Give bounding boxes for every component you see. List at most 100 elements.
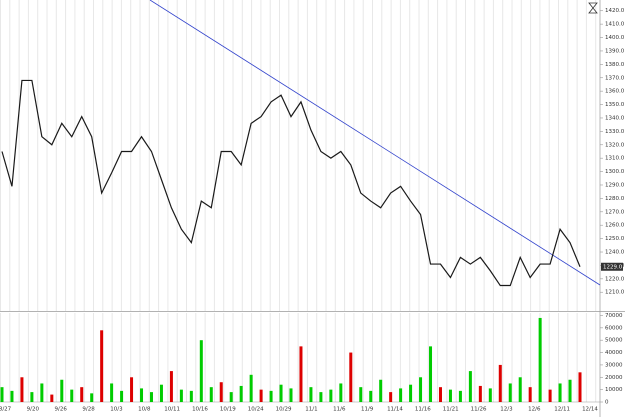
- volume-bar: [60, 379, 64, 402]
- volume-bar: [289, 388, 293, 402]
- menu-icon[interactable]: [588, 2, 598, 14]
- x-tick-label: 10/29: [276, 407, 292, 413]
- volume-bar: [399, 388, 403, 402]
- volume-bar: [409, 384, 413, 402]
- price-grid: [0, 0, 600, 311]
- x-tick-label: 11/9: [361, 407, 374, 413]
- y-tick-label: 1220.0: [605, 276, 625, 282]
- volume-bar: [359, 387, 363, 402]
- volume-bar: [279, 384, 283, 402]
- volume-bar: [189, 390, 193, 402]
- volume-bar: [488, 388, 492, 402]
- volume-bar: [349, 352, 353, 402]
- y-tick-label: 1300.0: [605, 169, 625, 175]
- x-tick-label: 10/24: [248, 407, 264, 413]
- x-tick-label: 11/21: [443, 407, 459, 413]
- y-tick-label: 1400.0: [605, 35, 625, 41]
- volume-bar: [140, 388, 144, 402]
- last-price-label: 1229.0: [603, 264, 623, 270]
- volume-bar: [100, 330, 104, 402]
- volume-bar: [219, 382, 223, 402]
- volume-bar: [548, 389, 552, 402]
- volume-bar: [568, 379, 572, 402]
- y-tick-label: 1250.0: [605, 236, 625, 242]
- x-tick-label: 9/26: [55, 407, 68, 413]
- y-tick-label: 1210.0: [605, 290, 625, 296]
- volume-bar: [10, 390, 14, 402]
- x-tick-label: 10/16: [192, 407, 208, 413]
- x-tick-label: 12/3: [500, 407, 513, 413]
- y-tick-label: 1360.0: [605, 89, 625, 95]
- y-tick-label: 1350.0: [605, 102, 625, 108]
- x-tick-label: 11/1: [305, 407, 317, 413]
- y-tick-label: 1420.0: [605, 8, 625, 14]
- volume-bar: [229, 392, 233, 402]
- x-tick-label: 12/6: [528, 407, 541, 413]
- y-tick-label: 1280.0: [605, 196, 625, 202]
- x-tick-label: 11/16: [415, 407, 431, 413]
- volume-bar: [578, 372, 582, 402]
- volume-bar: [40, 383, 44, 402]
- volume-bar: [130, 377, 134, 402]
- volume-bar: [239, 385, 243, 402]
- y-tick-label: 1410.0: [605, 22, 625, 28]
- x-tick-label: 11/6: [333, 407, 346, 413]
- volume-bar: [20, 377, 24, 402]
- volume-bar: [110, 383, 114, 402]
- x-tick-label: 10/11: [164, 407, 180, 413]
- volume-bar: [528, 387, 532, 402]
- x-tick-label: 9/20: [27, 407, 40, 413]
- volume-bar: [299, 346, 303, 402]
- volume-bar: [429, 346, 433, 402]
- volume-bar: [538, 317, 542, 402]
- volume-bar: [518, 377, 522, 402]
- y-tick-label: 1340.0: [605, 115, 625, 121]
- volume-bar: [70, 389, 74, 402]
- volume-bar: [50, 394, 54, 402]
- x-tick-label: 8/27: [0, 407, 12, 413]
- volume-bar: [159, 384, 163, 402]
- y-tick-label: 1310.0: [605, 156, 625, 162]
- volume-bar: [319, 392, 323, 402]
- trend-line: [149, 0, 601, 286]
- y-tick-label: 1330.0: [605, 129, 625, 135]
- volume-bar: [259, 389, 263, 402]
- volume-bar: [179, 389, 183, 402]
- last-price-box: [601, 262, 623, 271]
- y-tick-label: 1270.0: [605, 209, 625, 215]
- x-tick-label: 11/14: [387, 407, 403, 413]
- y-tick-label: 20000: [605, 375, 623, 381]
- volume-bar: [249, 374, 253, 402]
- y-tick-label: 1390.0: [605, 48, 625, 54]
- volume-bar: [339, 383, 343, 402]
- volume-bar: [0, 387, 4, 402]
- volume-bar: [169, 371, 173, 402]
- volume-bar: [269, 390, 273, 402]
- y-tick-label: 1260.0: [605, 223, 625, 229]
- x-tick-label: 9/28: [82, 407, 95, 413]
- volume-bar: [419, 377, 423, 402]
- y-tick-label: 40000: [605, 350, 623, 356]
- y-tick-label: 1320.0: [605, 142, 625, 148]
- volume-bar: [149, 392, 153, 402]
- y-tick-label: 1290.0: [605, 182, 625, 188]
- volume-bar: [199, 340, 203, 402]
- volume-bar: [80, 387, 84, 402]
- y-tick-label: 70000: [605, 313, 623, 319]
- y-tick-label: 0: [605, 400, 609, 406]
- volume-bar: [30, 392, 34, 402]
- volume-bar: [209, 387, 213, 402]
- volume-bar: [468, 371, 472, 402]
- y-tick-label: 1370.0: [605, 75, 625, 81]
- x-tick-label: 12/14: [582, 407, 598, 413]
- volume-bar: [458, 390, 462, 402]
- volume-bar: [90, 393, 94, 402]
- y-tick-label: 1380.0: [605, 62, 625, 68]
- volume-bar: [120, 390, 124, 402]
- y-tick-label: 60000: [605, 325, 623, 331]
- x-tick-label: 10/3: [110, 407, 123, 413]
- y-tick-label: 10000: [605, 387, 623, 393]
- x-tick-label: 11/26: [471, 407, 487, 413]
- volume-bar: [498, 364, 502, 402]
- volume-bar: [558, 383, 562, 402]
